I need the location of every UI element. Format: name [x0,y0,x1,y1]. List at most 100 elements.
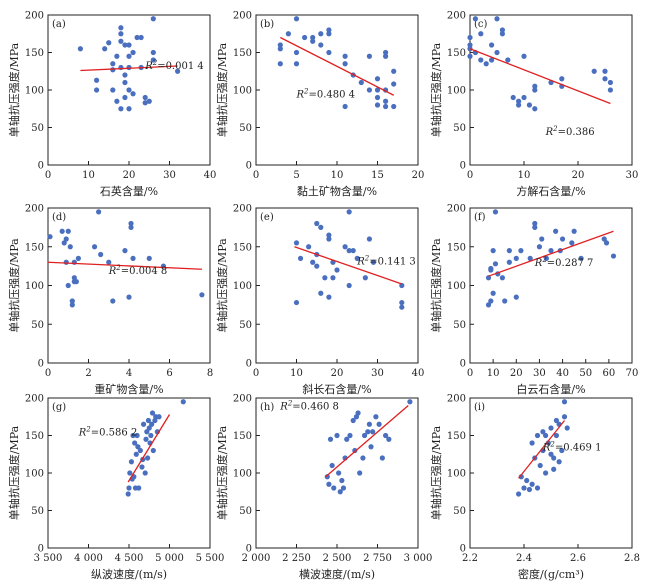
x-tick-label: 5 000 [155,553,184,564]
data-point [96,209,102,215]
panel-tag: (e) [260,212,274,223]
data-point [602,76,608,82]
y-tick-label: 50 [453,123,466,134]
data-point [126,294,132,300]
data-point [326,294,332,300]
x-tick-label: 0 [467,170,473,181]
data-point [137,447,143,454]
data-point [340,485,347,491]
data-point [47,234,53,240]
x-tick-label: 2 [85,368,91,379]
data-point [561,414,568,420]
data-point [318,224,324,230]
data-point [342,61,348,67]
x-tick-label: 4 000 [74,553,103,564]
fit-line [127,414,171,483]
data-point [350,248,356,254]
y-tick-label: 0 [38,359,44,370]
data-point [142,470,148,476]
data-point [407,399,413,405]
data-point [149,410,156,416]
data-point [489,42,495,48]
data-point [326,481,332,487]
data-point [366,421,372,427]
data-point [135,444,141,450]
r2-annotation: R2=0.141 3 [356,255,416,268]
data-point [59,228,65,234]
data-point [376,421,382,427]
panel-tag: (f) [474,212,486,223]
data-point [69,302,75,308]
data-point [122,42,128,48]
x-axis-title: 方解石含量/% [516,184,585,198]
data-point [337,489,343,495]
y-axis-title: 单轴抗压强度/MPa [7,425,21,520]
data-point [521,94,527,101]
data-point [383,49,389,56]
data-point [529,481,535,487]
data-point [63,259,69,265]
y-tick-label: 150 [25,242,44,253]
y-tick-label: 200 [25,11,44,22]
x-tick-label: 30 [163,170,176,181]
data-point [75,255,81,261]
r2-annotation: R2=0.469 1 [542,441,602,454]
y-tick-label: 0 [460,359,466,370]
panel-tag: (d) [52,212,66,223]
chart-panel-b: 0 5 10 15 20050100150200黏土矿物含量/%单轴抗压强度/MPa(b… [215,11,424,199]
x-axis-title: 重矿物含量/% [94,382,163,396]
panel-tag: (g) [52,402,66,413]
r2-annotation: R2=0.001 4 [144,59,204,72]
data-point [126,42,132,48]
data-point [499,27,505,33]
x-tick-label: 0 [45,170,51,181]
data-point [524,477,530,484]
y-tick-label: 0 [460,544,466,555]
x-tick-label: 40 [556,368,569,379]
y-tick-label: 100 [447,469,466,480]
data-point [494,16,500,22]
data-point [540,429,546,435]
y-tick-label: 50 [239,320,252,331]
data-point [136,485,142,491]
data-point [553,432,560,439]
data-point [94,77,100,83]
data-point [140,421,147,427]
data-point [143,436,149,442]
x-axis-title: 石英含量/% [100,184,158,198]
data-point [607,87,614,93]
data-point [342,244,348,250]
data-point [489,57,495,63]
y-tick-label: 150 [25,431,44,442]
data-point [122,72,128,78]
data-point [499,275,505,281]
data-point [527,255,533,261]
data-point [314,220,320,227]
plot-frame-f [469,207,633,364]
y-axis-title: 单轴抗压强度/MPa [429,238,443,333]
data-point [391,81,397,87]
data-point [532,106,538,112]
x-tick-label: 40 [412,368,425,379]
data-point [128,220,134,227]
data-point [374,94,381,101]
data-point [361,432,368,439]
data-point [134,34,140,41]
data-point [478,57,484,63]
data-point [126,64,132,71]
data-point [342,53,348,59]
x-tick-label: 10 [290,368,303,379]
data-point [551,455,557,461]
r2-annotation: R2=0.460 8 [279,399,339,412]
data-point [564,425,570,431]
data-point [532,220,538,227]
data-point [199,292,205,298]
data-point [467,42,473,48]
data-point [102,46,108,52]
data-point [306,244,312,250]
y-tick-label: 100 [233,86,252,97]
data-point [318,290,324,296]
data-point [73,279,79,285]
x-tick-label: 10 [487,368,500,379]
panel-tag: (c) [474,19,488,30]
